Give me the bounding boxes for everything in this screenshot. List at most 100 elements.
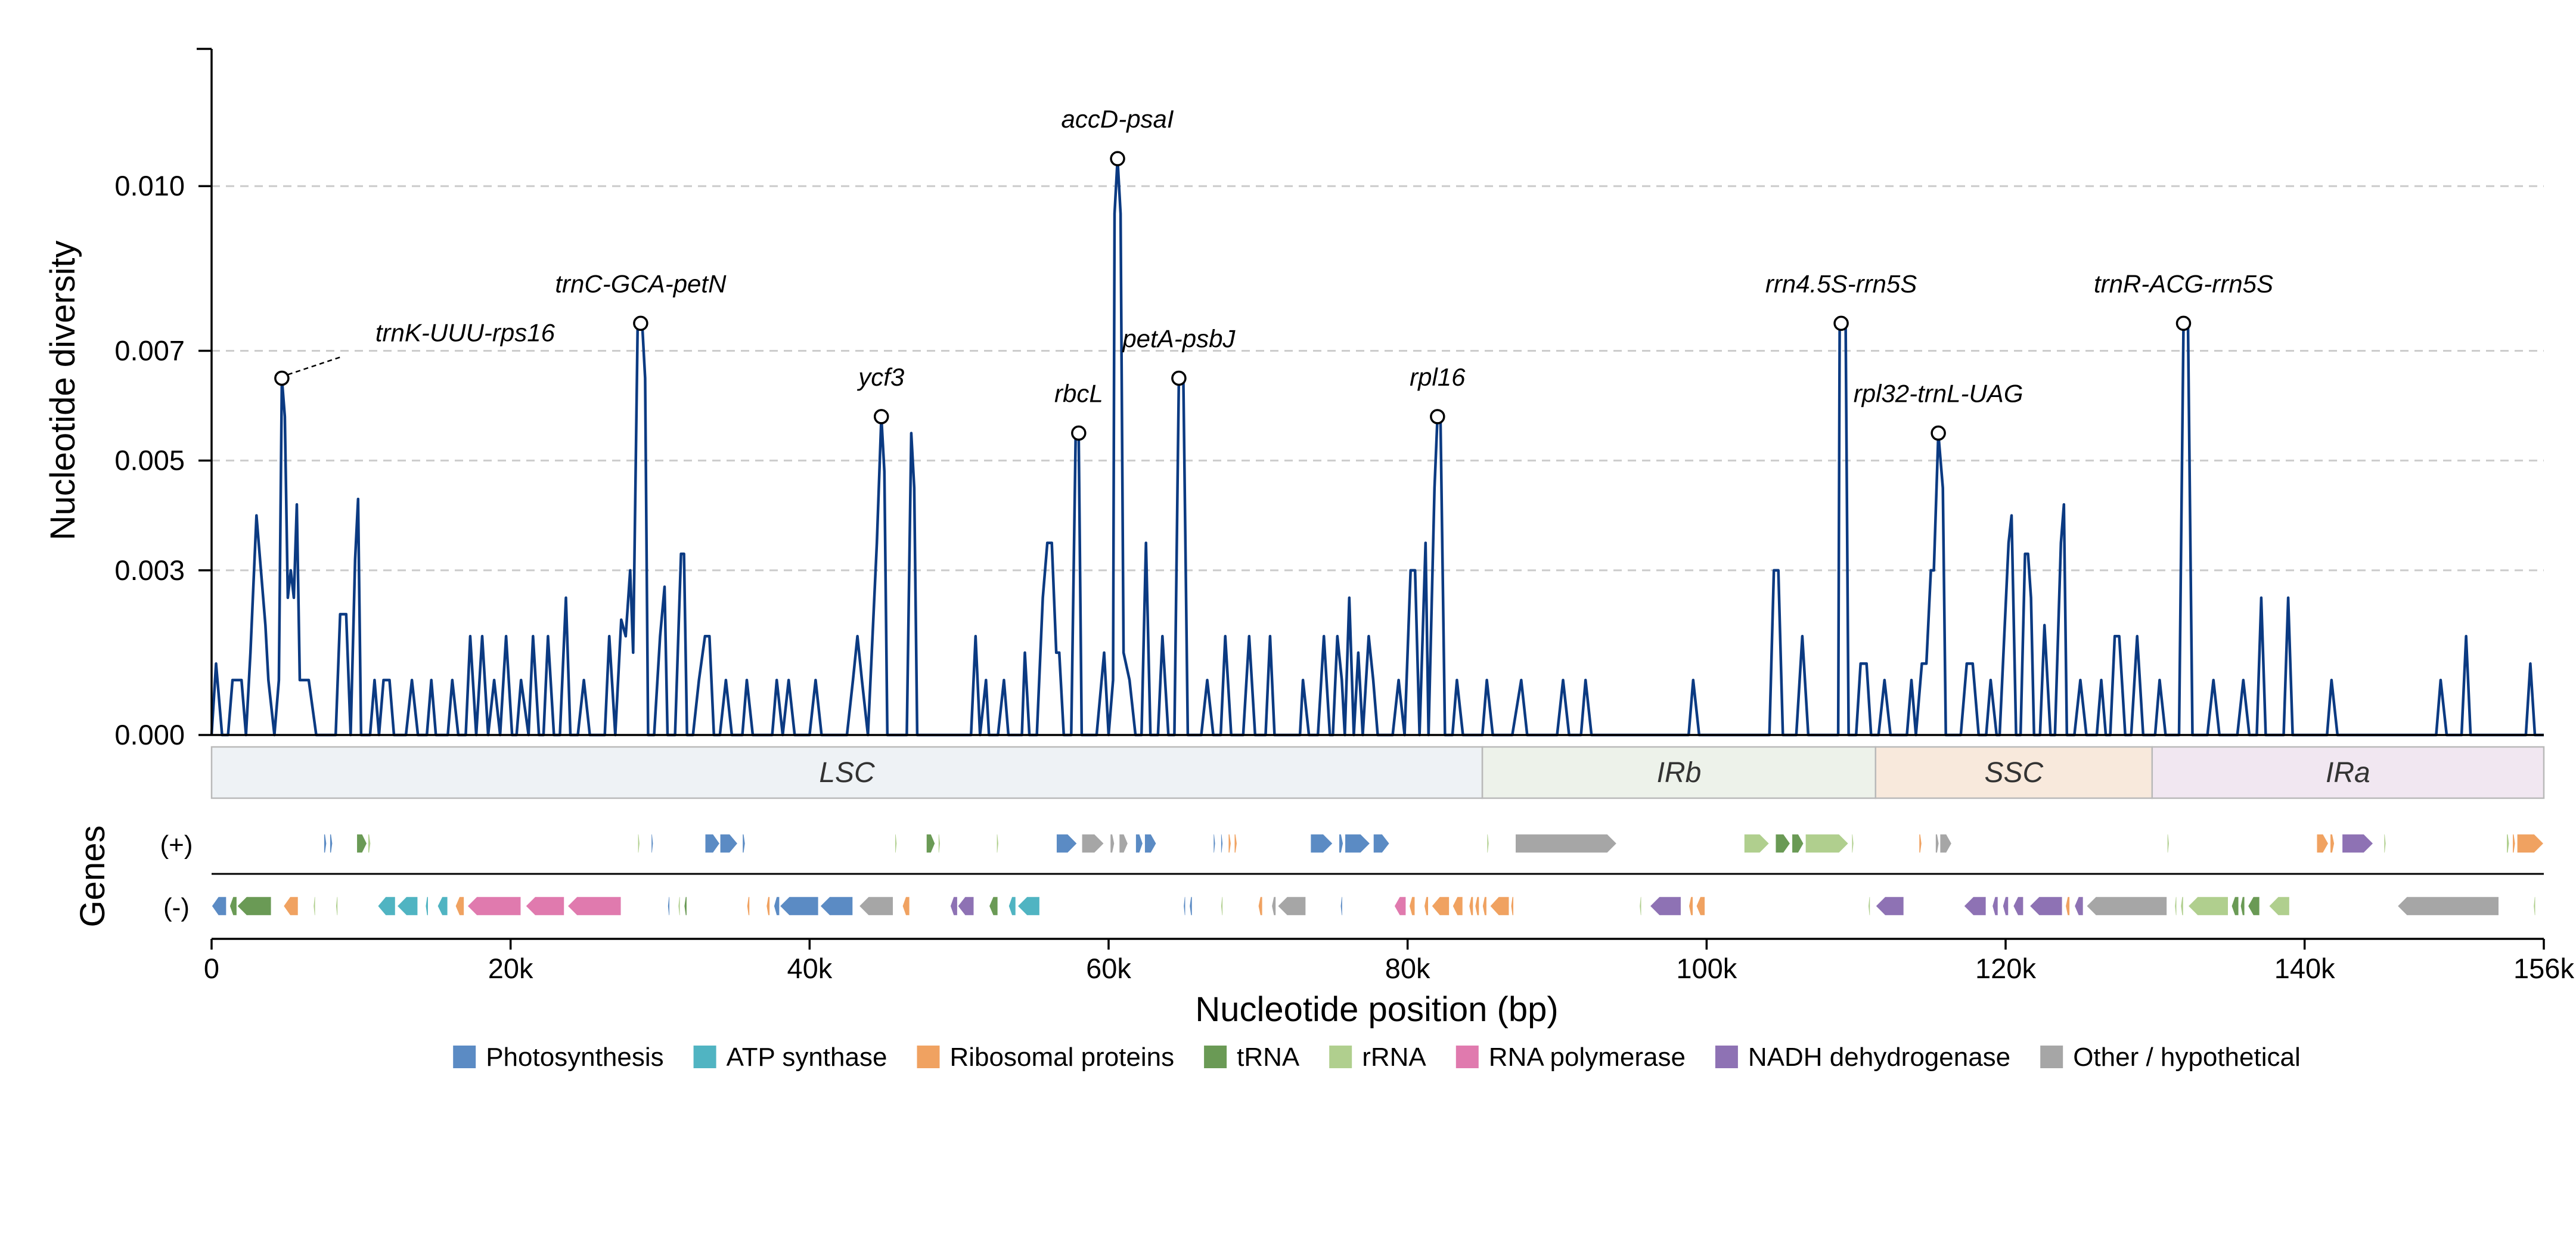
gene-plus-strand xyxy=(1486,833,1490,854)
gene-minus-strand xyxy=(1430,896,1450,916)
gene-minus-strand xyxy=(949,896,958,916)
gene-minus-strand xyxy=(1474,896,1480,916)
legend-label: Photosynthesis xyxy=(486,1043,663,1072)
gene-minus-strand xyxy=(773,896,780,916)
x-tick-label: 40k xyxy=(787,953,832,984)
gene-plus-strand xyxy=(1344,833,1371,854)
axes: 0.000 0.003 0.005 0.007 0.010 0 20k 40k 60k 80k 10… xyxy=(114,48,2574,984)
gene-minus-strand xyxy=(2247,896,2261,916)
x-tick-label: 120k xyxy=(1975,953,2036,984)
peak-marker xyxy=(1430,409,1445,424)
gene-plus-strand xyxy=(1144,833,1157,854)
gene-minus-strand xyxy=(677,896,681,916)
y-axis-title: Nucleotide diversity xyxy=(44,241,82,541)
gene-plus-strand xyxy=(1135,833,1144,854)
gene-minus-strand xyxy=(229,896,238,916)
gene-minus-strand xyxy=(2240,896,2246,916)
legend-swatch xyxy=(693,1046,716,1068)
gene-plus-strand xyxy=(938,833,941,854)
legend-label: RNA polymerase xyxy=(1489,1043,1686,1072)
gene-plus-strand xyxy=(1309,833,1334,854)
gene-minus-strand xyxy=(1408,896,1416,916)
gene-plus-strand xyxy=(637,833,641,854)
peak-marker xyxy=(1110,151,1125,166)
gene-minus-strand xyxy=(1016,896,1041,916)
gene-plus-strand xyxy=(1373,833,1391,854)
gene-minus-strand xyxy=(2187,896,2229,916)
gene-minus-strand xyxy=(1874,896,1905,916)
strand-plus-label: (+) xyxy=(160,830,193,860)
region-label: IRb xyxy=(1657,757,1702,789)
genome-regions: LSC IRb SSC IRa xyxy=(210,746,2545,799)
y-tick-label: 0.005 xyxy=(114,445,185,476)
gene-plus-strand xyxy=(1081,833,1105,854)
gene-plus-strand xyxy=(1233,833,1238,854)
x-tick-label: 140k xyxy=(2274,953,2335,984)
gene-plus-strand xyxy=(2512,833,2516,854)
legend-item: rRNA xyxy=(1329,1043,1426,1072)
x-axis-title: Nucleotide position (bp) xyxy=(1195,990,1558,1029)
peak-marker xyxy=(1833,315,1849,331)
gene-plus-strand xyxy=(1939,833,1953,854)
gene-minus-strand xyxy=(667,896,671,916)
gene-minus-strand xyxy=(377,896,396,916)
legend-item: tRNA xyxy=(1204,1043,1300,1072)
gene-minus-strand xyxy=(466,896,522,916)
gene-minus-strand xyxy=(1271,896,1277,916)
gene-plus-strand xyxy=(894,833,898,854)
gene-minus-strand xyxy=(2174,896,2177,916)
gene-plus-strand xyxy=(1212,833,1216,854)
gene-minus-strand xyxy=(236,896,272,916)
gene-minus-strand xyxy=(2397,896,2500,916)
peak-label: accD-psaI xyxy=(1062,105,1174,133)
legend-label: NADH dehydrogenase xyxy=(1748,1043,2010,1072)
peak-callout-line xyxy=(287,356,342,376)
peak-marker xyxy=(1071,425,1087,441)
gene-minus-strand xyxy=(1452,896,1464,916)
y-tick-label: 0.010 xyxy=(114,170,185,201)
region-label: LSC xyxy=(819,757,875,789)
gene-plus-strand xyxy=(996,833,1000,854)
strand-minus-label: (-) xyxy=(163,893,190,922)
gene-minus-strand xyxy=(312,896,316,916)
peak-label: trnC-GCA-petN xyxy=(555,269,727,297)
gene-minus-strand xyxy=(1277,896,1306,916)
gene-minus-strand xyxy=(765,896,771,916)
region-irb xyxy=(1481,746,1877,799)
legend-swatch xyxy=(917,1046,940,1068)
gene-minus-strand xyxy=(1867,896,1871,916)
gene-plus-strand xyxy=(323,833,327,854)
gene-minus-strand xyxy=(455,896,465,916)
gene-minus-strand xyxy=(2012,896,2024,916)
gene-minus-strand xyxy=(819,896,854,916)
peak-marker xyxy=(873,409,889,424)
peak-label: rbcL xyxy=(1054,380,1103,408)
peak-label: trnR-ACG-rrn5S xyxy=(2094,269,2273,297)
legend-swatch xyxy=(2040,1046,2063,1068)
peak-label: rpl16 xyxy=(1410,363,1466,391)
gene-plus-strand xyxy=(1220,833,1224,854)
gene-minus-strand xyxy=(2532,896,2536,916)
gene-minus-strand xyxy=(424,896,429,916)
gene-plus-strand xyxy=(1743,833,1770,854)
gene-minus-strand xyxy=(2002,896,2009,916)
gene-map xyxy=(211,833,2545,916)
legend-swatch xyxy=(1329,1046,1352,1068)
gene-minus-strand xyxy=(1468,896,1474,916)
peak-marker xyxy=(1171,370,1187,386)
gene-plus-strand xyxy=(2341,833,2375,854)
peak-marker xyxy=(1931,425,1946,441)
gene-plus-strand xyxy=(1774,833,1791,854)
gene-plus-strand xyxy=(1514,833,1618,854)
legend-swatch xyxy=(453,1046,476,1068)
genes-axis-title: Genes xyxy=(73,826,112,928)
gene-plus-strand xyxy=(2329,833,2335,854)
region-lsc xyxy=(210,746,1483,799)
gene-minus-strand xyxy=(1638,896,1642,916)
gene-minus-strand xyxy=(1423,896,1429,916)
x-tick-label: 0 xyxy=(204,953,219,984)
gene-minus-strand xyxy=(988,896,999,916)
gene-minus-strand xyxy=(683,896,688,916)
